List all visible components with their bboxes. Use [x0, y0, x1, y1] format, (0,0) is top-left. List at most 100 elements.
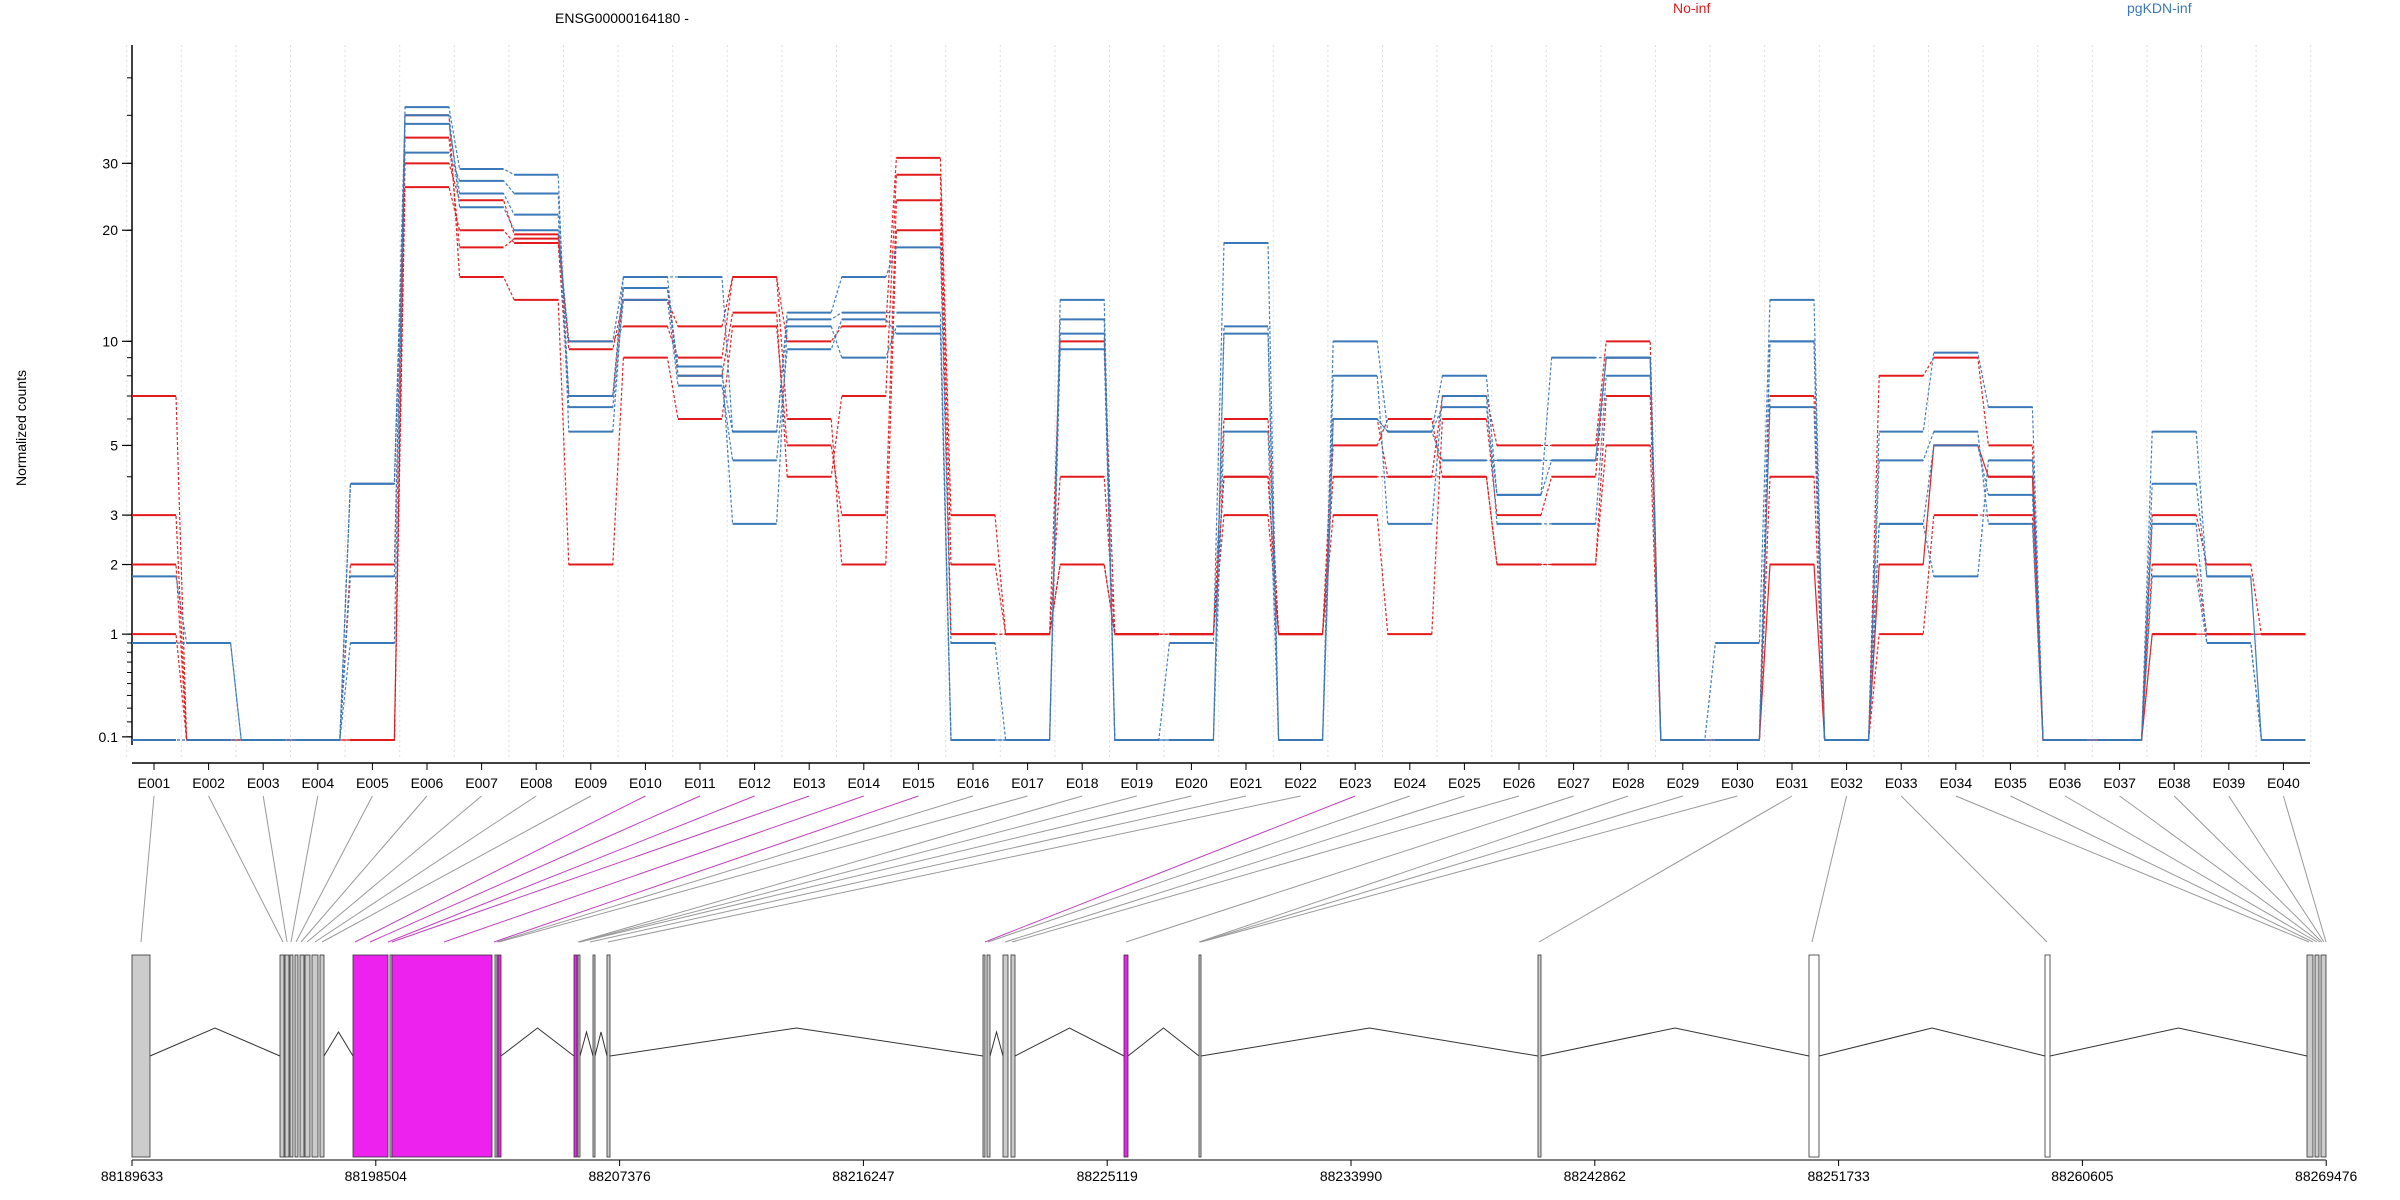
intron-line — [2049, 1027, 2308, 1057]
series-line — [132, 123, 2306, 741]
x-tick-label: E007 — [465, 775, 498, 791]
connector-line — [589, 795, 1247, 943]
exon-box — [1002, 954, 1009, 1158]
gene-model — [131, 954, 2327, 1158]
connector-line — [984, 795, 1356, 943]
x-tick-label: E004 — [301, 775, 334, 791]
y-tick-label: 5 — [110, 437, 118, 453]
connector-line — [391, 795, 810, 943]
coordinate-label: 88242862 — [1564, 1168, 1627, 1184]
connector-line — [2064, 795, 2318, 943]
x-tick-label: E024 — [1393, 775, 1426, 791]
x-tick-label: E012 — [738, 775, 771, 791]
connector-line — [140, 795, 155, 943]
connector-line — [262, 795, 288, 943]
exon-box — [284, 954, 290, 1158]
x-tick-label: E035 — [1994, 775, 2027, 791]
x-tick-label: E037 — [2103, 775, 2136, 791]
x-tick-label: E033 — [1885, 775, 1918, 791]
exon-box — [311, 954, 319, 1158]
exon-box — [299, 954, 305, 1158]
exon-box — [289, 954, 294, 1158]
legend-pgkdn-inf: pgKDN-inf — [2127, 0, 2192, 16]
x-tick-label: E022 — [1284, 775, 1317, 791]
exon-box — [1537, 954, 1542, 1158]
coordinate-label: 88189633 — [101, 1168, 164, 1184]
coordinate-label: 88260605 — [2051, 1168, 2114, 1184]
intron-line — [989, 1030, 1004, 1057]
connector-line — [1125, 795, 1574, 943]
y-tick-label: 0.1 — [99, 729, 119, 745]
connector-line — [987, 795, 1410, 943]
x-tick-label: E040 — [2267, 775, 2300, 791]
series-lines — [132, 106, 2306, 741]
y-tick-label: 20 — [102, 222, 118, 238]
x-tick-label: E020 — [1175, 775, 1208, 791]
x-axis: E001 E002 E003 E004 E005 E006 E007 E008 E009 E010… — [132, 762, 2310, 791]
exon-box — [497, 954, 502, 1158]
x-tick-label: E030 — [1721, 775, 1754, 791]
x-tick-label: E023 — [1339, 775, 1372, 791]
exon-box — [606, 954, 611, 1158]
series-line — [132, 114, 2306, 741]
x-tick-label: E009 — [574, 775, 607, 791]
intron-line — [1818, 1027, 2046, 1057]
exon-box — [1198, 954, 1202, 1158]
series-line — [132, 151, 2306, 741]
x-tick-label: E034 — [1939, 775, 1972, 791]
x-tick-label: E031 — [1776, 775, 1809, 791]
connector-line — [2282, 795, 2327, 943]
genomic-coordinates: 88189633 88198504 88207376 88216247 88225119… — [101, 1159, 2358, 1184]
x-tick-label: E006 — [411, 775, 444, 791]
exon-box — [573, 954, 578, 1158]
coordinate-label: 88207376 — [588, 1168, 651, 1184]
exon-box — [279, 954, 285, 1158]
connector-line — [290, 795, 319, 943]
connector-line — [2119, 795, 2321, 943]
exon-connectors — [140, 795, 2327, 943]
intron-line — [323, 1031, 354, 1057]
x-tick-label: E013 — [793, 775, 826, 791]
x-tick-label: E011 — [684, 775, 716, 791]
connector-line — [577, 795, 1083, 943]
x-tick-label: E018 — [1066, 775, 1099, 791]
chart-title: ENSG00000164180 - — [555, 10, 689, 26]
connector-line — [2228, 795, 2325, 943]
exon-box — [352, 954, 389, 1158]
exon-box — [2320, 954, 2327, 1158]
intron-line — [149, 1027, 281, 1057]
intron-line — [500, 1027, 575, 1057]
coordinate-label: 88269476 — [2295, 1168, 2358, 1184]
connector-line — [1900, 795, 2048, 943]
exon-box — [304, 954, 311, 1158]
x-tick-label: E002 — [192, 775, 225, 791]
x-tick-label: E032 — [1830, 775, 1863, 791]
connector-line — [496, 795, 974, 943]
x-tick-label: E021 — [1230, 775, 1263, 791]
exon-box — [982, 954, 986, 1158]
exon-box — [494, 954, 498, 1158]
intron-line — [594, 1031, 608, 1057]
coordinate-label: 88216247 — [832, 1168, 895, 1184]
connector-line — [493, 795, 919, 943]
exon-box — [592, 954, 596, 1158]
exon-box — [1010, 954, 1016, 1158]
x-tick-label: E028 — [1612, 775, 1645, 791]
intron-line — [1540, 1027, 1810, 1057]
y-tick-label: 10 — [102, 333, 118, 349]
connector-line — [321, 795, 592, 943]
intron-line — [1127, 1027, 1200, 1057]
exon-box — [2306, 954, 2314, 1158]
x-tick-label: E016 — [957, 775, 990, 791]
exon-box — [1123, 954, 1129, 1158]
connector-line — [387, 795, 755, 943]
x-tick-label: E036 — [2049, 775, 2082, 791]
y-tick-label: 2 — [110, 557, 118, 573]
connector-line — [314, 795, 537, 943]
exon-box — [391, 954, 493, 1158]
x-tick-label: E010 — [629, 775, 662, 791]
exon-box — [1808, 954, 1820, 1158]
x-tick-label: E015 — [902, 775, 935, 791]
x-tick-label: E025 — [1448, 775, 1481, 791]
connector-line — [295, 795, 373, 943]
